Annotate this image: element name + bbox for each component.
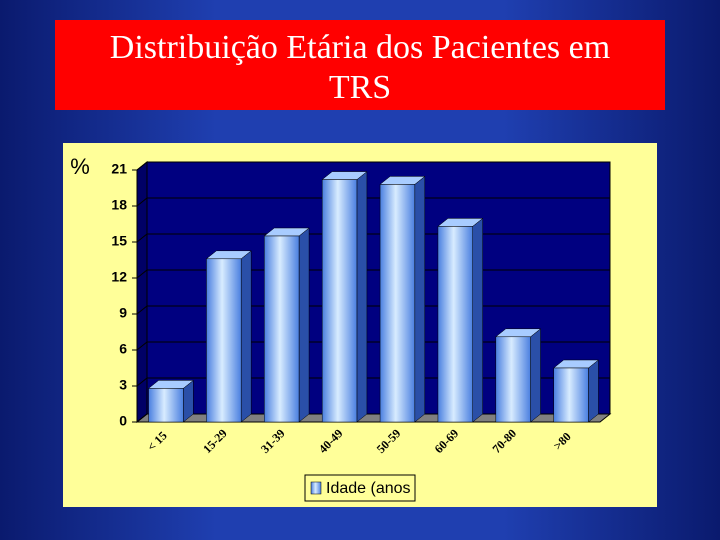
bar: [205, 250, 252, 423]
bar: [147, 379, 195, 423]
grid-line: [136, 161, 610, 171]
bar-side: [298, 227, 310, 423]
y-axis-label: %: [70, 154, 90, 179]
grid-line: [136, 197, 610, 207]
bar-side: [530, 328, 541, 423]
y-tick-label: 12: [111, 269, 127, 285]
bar: [495, 328, 542, 423]
bar-side: [588, 359, 599, 423]
bar-front: [495, 336, 531, 423]
bar-front: [553, 367, 589, 423]
bar-front: [437, 226, 473, 423]
bar-front: [264, 235, 300, 423]
bar: [379, 175, 426, 423]
y-tick-label: 6: [119, 341, 127, 357]
bar-side: [472, 217, 483, 423]
bar-front: [379, 184, 416, 423]
bar-front: [206, 258, 242, 423]
legend-swatch: [310, 481, 322, 495]
bar: [552, 359, 600, 423]
bar-side: [240, 250, 252, 423]
slide-title: Distribuição Etária dos Pacientes em TRS: [55, 20, 665, 110]
y-tick-label: 15: [111, 233, 127, 249]
legend-box: [304, 474, 416, 502]
y-tick-label: 3: [119, 377, 127, 393]
bar-front: [321, 179, 358, 423]
y-tick-label: 9: [119, 305, 127, 321]
legend-label: Idade (anos: [326, 480, 411, 497]
bar: [321, 171, 368, 423]
side-wall: [136, 160, 148, 424]
bar: [437, 217, 484, 423]
bar-side: [414, 175, 426, 423]
bar-side: [356, 171, 368, 423]
y-tick-label: 0: [119, 413, 127, 429]
bar: [263, 227, 310, 423]
bar-front: [148, 388, 184, 423]
y-tick-label: 18: [111, 197, 127, 213]
y-tick-label: 21: [111, 161, 127, 177]
